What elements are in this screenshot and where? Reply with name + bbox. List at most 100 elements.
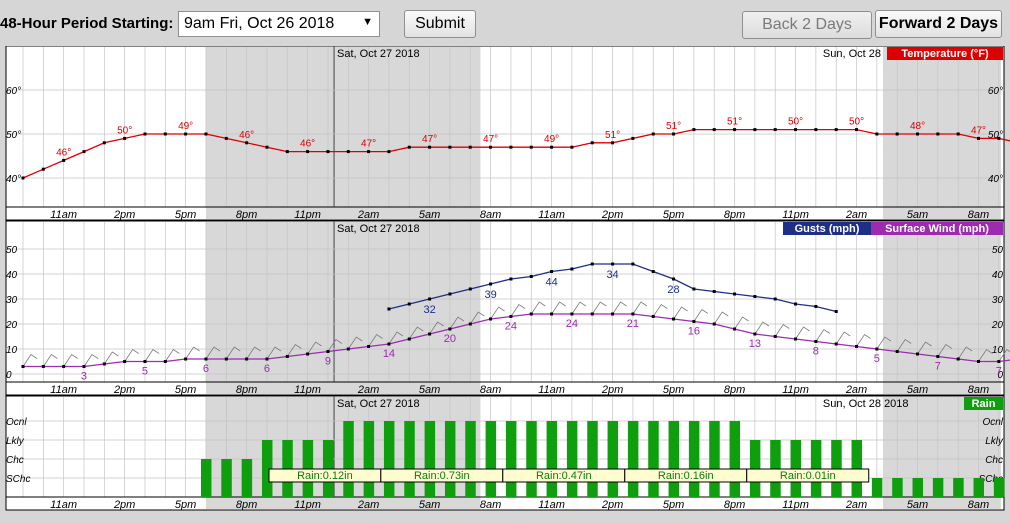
gusts-value-label: 34: [606, 269, 618, 281]
temperature-point: [672, 132, 676, 136]
y-tick-label-right: Chc: [985, 455, 1003, 466]
submit-button[interactable]: Submit: [404, 10, 476, 38]
rain-bar: [404, 421, 415, 497]
temperature-point: [367, 150, 371, 154]
x-tick-label: 8pm: [236, 499, 257, 511]
wind-barb: [652, 303, 668, 317]
period-select[interactable]: 9am Fri, Oct 26 2018 ▼: [178, 11, 380, 37]
wind-barb: [673, 306, 688, 320]
x-tick-label: 8am: [480, 209, 501, 221]
wind-barb: [225, 346, 241, 360]
gusts-point: [773, 297, 777, 301]
temperature-point: [590, 141, 594, 145]
x-tick-label: 2am: [845, 209, 867, 221]
rain-bar: [668, 421, 680, 497]
x-tick-label: 5am: [419, 499, 440, 511]
y-tick-label-right: Lkly: [985, 436, 1004, 447]
wind-barb: [42, 353, 58, 367]
y-tick-label-left: 50°: [6, 130, 21, 141]
surface-wind-point: [367, 345, 371, 348]
y-tick-label-left: 0: [6, 370, 12, 381]
surface-wind-point: [102, 362, 106, 366]
surface-wind-point: [204, 357, 208, 361]
temperature-point: [773, 128, 777, 132]
rain-bar: [607, 421, 619, 497]
surface-wind-value-label: 13: [749, 338, 761, 350]
rain-bar: [627, 421, 639, 497]
date-label: Sun, Oct 28: [823, 48, 881, 60]
gusts-point: [489, 282, 493, 286]
temperature-point: [814, 128, 818, 132]
x-tick-label: 5pm: [663, 209, 684, 221]
temperature-value-label: 50°: [849, 117, 864, 128]
x-tick-label: 11am: [50, 384, 77, 396]
y-tick-label-right: 50°: [988, 130, 1003, 141]
surface-wind-value-label: 6: [203, 363, 209, 375]
y-tick-label-right: 50: [992, 245, 1004, 256]
y-tick-label-left: Chc: [6, 455, 24, 466]
wind-barb: [327, 338, 343, 352]
gusts-point: [631, 262, 635, 266]
x-tick-label: 8pm: [724, 384, 745, 396]
wind-panel-frame: [5, 220, 1005, 396]
x-tick-label: 11pm: [782, 499, 809, 511]
gusts-value-label: 44: [545, 277, 557, 289]
x-tick-label: 8am: [968, 209, 989, 221]
surface-wind-point: [631, 312, 635, 316]
rain-total-label: Rain:0.01in: [780, 470, 836, 482]
temperature-point: [794, 128, 798, 132]
rain-bar: [688, 421, 700, 497]
wind-barb: [83, 353, 99, 367]
wind-barb: [693, 308, 709, 322]
wind-barb: [835, 331, 851, 345]
surface-wind-point: [611, 312, 615, 316]
chevron-down-icon: ▼: [362, 16, 373, 28]
y-tick-label-left: 60°: [6, 86, 21, 97]
rain-total-label: Rain:0.16in: [658, 470, 714, 482]
back-2-days-button[interactable]: Back 2 Days: [742, 11, 872, 39]
forward-2-days-button[interactable]: Forward 2 Days: [875, 10, 1002, 38]
rain-bar: [566, 421, 578, 497]
period-select-value: 9am Fri, Oct 26 2018: [184, 15, 335, 32]
rain-bar: [444, 421, 456, 497]
surface-wind-point: [62, 365, 66, 368]
gusts-point: [468, 287, 472, 291]
gusts-point: [672, 277, 676, 281]
wind-barb: [957, 346, 973, 360]
surface-wind-value-label: 21: [627, 318, 639, 330]
rain-bar: [465, 421, 476, 497]
rain-bar: [505, 421, 517, 497]
surface-wind-point: [651, 315, 655, 318]
x-tick-label: 2pm: [601, 384, 623, 396]
surface-wind-value-label: 5: [142, 366, 148, 378]
legend-swatch: [964, 397, 1003, 410]
night-shade: [882, 222, 1001, 394]
x-tick-label: 11am: [50, 209, 77, 221]
rain-total-label: Rain:0.12in: [297, 470, 353, 482]
x-tick-label: 2pm: [113, 499, 135, 511]
rain-total-box: [746, 468, 870, 483]
surface-wind-value-label: 24: [566, 318, 578, 330]
rain-bar: [221, 459, 232, 497]
temperature-point: [428, 145, 432, 149]
x-tick-label: 2am: [357, 384, 379, 396]
rain-bar: [993, 478, 1005, 497]
temperature-value-label: 51°: [727, 117, 742, 128]
surface-wind-point: [794, 337, 798, 341]
gusts-point: [733, 292, 737, 296]
temperature-value-label: 49°: [178, 121, 193, 132]
temperature-point: [163, 132, 167, 136]
temperature-point: [306, 150, 310, 154]
rain-bar: [383, 421, 395, 497]
temperature-point: [143, 132, 147, 136]
surface-wind-point: [672, 317, 676, 321]
wind-barb: [937, 343, 953, 357]
surface-wind-value-label: 6: [264, 363, 270, 375]
toolbar: 48-Hour Period Starting: 9am Fri, Oct 26…: [0, 0, 1010, 46]
x-tick-label: 5am: [907, 384, 928, 396]
temperature-point: [82, 150, 86, 154]
gusts-point: [611, 262, 615, 266]
surface-wind-point: [265, 357, 269, 361]
surface-wind-point: [346, 347, 350, 351]
temperature-value-label: 51°: [605, 130, 620, 141]
